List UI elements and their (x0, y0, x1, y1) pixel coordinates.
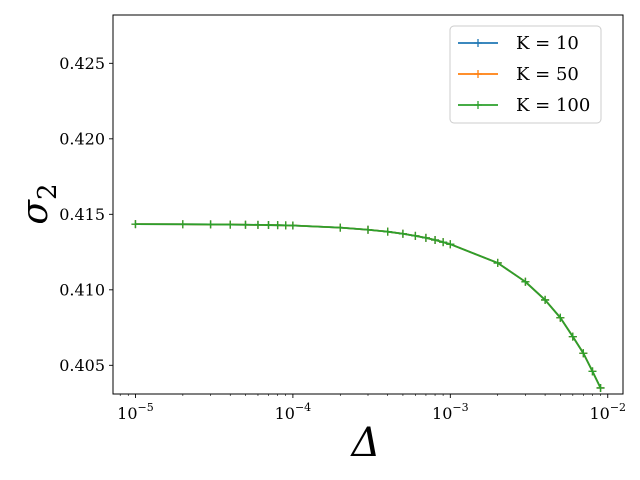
legend-label: K = 50 (516, 64, 579, 85)
data-point (336, 223, 345, 232)
y-tick-label: 0.425 (59, 54, 105, 73)
x-axis-label: Δ (350, 420, 381, 466)
legend-box (449, 25, 602, 124)
svg-text:σ2: σ2 (15, 183, 63, 224)
y-tick-label: 0.415 (59, 205, 105, 224)
data-point (446, 240, 455, 249)
legend: K = 10 K = 50 K = 100 (449, 25, 602, 124)
data-point (588, 367, 597, 376)
plot-area (131, 220, 605, 392)
data-point (281, 221, 290, 230)
legend-item: K = 10 (458, 33, 579, 54)
data-point (241, 220, 250, 229)
y-tick-label: 0.420 (59, 129, 105, 148)
data-point (556, 313, 565, 322)
data-point (521, 277, 530, 286)
data-point (439, 238, 448, 247)
x-tick-label: 10−2 (589, 401, 626, 423)
data-point (568, 332, 577, 341)
data-point (226, 220, 235, 229)
x-tick-label: 10−3 (432, 401, 469, 423)
data-point (288, 221, 297, 230)
legend-item: K = 50 (458, 64, 579, 85)
data-point (493, 258, 502, 267)
y-axis: 0.405 0.410 0.415 0.420 0.425 (59, 54, 113, 375)
series-3 (131, 220, 605, 392)
data-point (596, 383, 605, 392)
data-point (579, 349, 588, 358)
data-point (383, 227, 392, 236)
y-axis-label: σ2 (15, 183, 63, 224)
data-point (131, 220, 140, 229)
data-point (273, 221, 282, 230)
data-point (178, 220, 187, 229)
x-tick-label: 10−5 (117, 401, 154, 423)
legend-label: K = 100 (516, 95, 590, 116)
data-point (253, 220, 262, 229)
legend-marker (474, 70, 482, 78)
data-point (421, 233, 430, 242)
data-point (431, 235, 440, 244)
x-tick-label: 10−4 (275, 401, 312, 423)
y-tick-label: 0.405 (59, 356, 105, 375)
legend-item: K = 100 (458, 95, 590, 116)
legend-marker (474, 39, 482, 47)
legend-marker (474, 101, 482, 109)
data-point (411, 231, 420, 240)
x-axis: 10−5 10−4 10−3 10−2 (117, 394, 626, 423)
legend-label: K = 10 (516, 33, 579, 54)
y-axis-label-subscript: 2 (33, 183, 63, 200)
y-axis-label-symbol: σ (15, 199, 56, 225)
data-point (541, 295, 550, 304)
data-point (264, 221, 273, 230)
y-tick-label: 0.410 (59, 280, 105, 299)
data-point (206, 220, 215, 229)
data-point (398, 229, 407, 238)
data-point (364, 225, 372, 234)
